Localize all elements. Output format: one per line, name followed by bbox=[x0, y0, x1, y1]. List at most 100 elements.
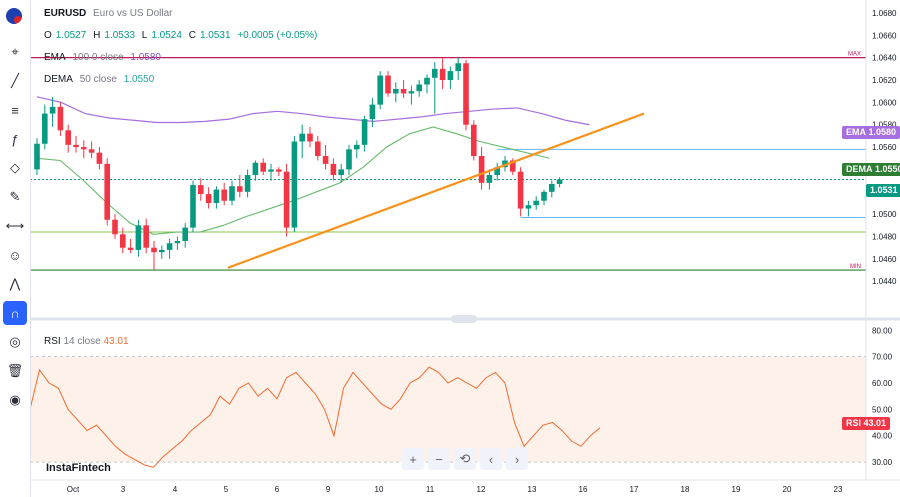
candle-body bbox=[408, 91, 415, 94]
scroll-right-button[interactable]: › bbox=[506, 448, 528, 470]
last-price-value: 1.0531 bbox=[870, 185, 898, 195]
candle-body bbox=[556, 179, 563, 184]
symbol-name[interactable]: EURUSD bbox=[44, 8, 87, 19]
time-tick-label: 9 bbox=[326, 485, 331, 494]
rsi-tag-label: RSI bbox=[846, 418, 862, 428]
candle-body bbox=[322, 156, 329, 164]
candle-body bbox=[252, 162, 259, 176]
candle-body bbox=[42, 113, 48, 144]
ema-legend[interactable]: EMA 100 0 close 1.0580 bbox=[44, 53, 321, 66]
ema-value: 1.0580 bbox=[130, 52, 161, 63]
price-tick-label: 1.0620 bbox=[872, 76, 897, 85]
candle-body bbox=[81, 147, 87, 150]
ohlc-close: 1.0531 bbox=[199, 30, 231, 41]
candle-body bbox=[299, 133, 305, 142]
crosshair-icon[interactable]: ⌖ bbox=[11, 44, 19, 59]
candle-body bbox=[135, 225, 142, 250]
ohlc-l-label: L bbox=[141, 30, 148, 41]
candle-body bbox=[471, 124, 477, 157]
candle-body bbox=[49, 106, 56, 114]
camera-icon[interactable]: ◉ bbox=[9, 392, 21, 407]
candle-body bbox=[174, 240, 181, 244]
candle-body bbox=[96, 152, 103, 164]
ruler-icon[interactable]: ⟷ bbox=[5, 218, 25, 233]
ohlc-open: 1.0527 bbox=[55, 30, 87, 41]
dema-value: 1.0550 bbox=[123, 74, 155, 85]
rsi-name: RSI bbox=[44, 336, 61, 347]
candle-body bbox=[494, 167, 500, 176]
price-tick-label: 1.0460 bbox=[872, 255, 897, 264]
chart-icon[interactable]: ⋀ bbox=[9, 276, 21, 291]
ohlc-o-label: O bbox=[44, 30, 52, 41]
pane-resize-handle[interactable] bbox=[451, 315, 477, 323]
ohlc-low: 1.0524 bbox=[151, 30, 182, 41]
candle-body bbox=[166, 243, 173, 250]
candle-body bbox=[416, 84, 422, 92]
candle-body bbox=[369, 104, 376, 120]
dema-legend[interactable]: DEMA 50 close 1.0550 bbox=[44, 75, 321, 88]
candle-body bbox=[525, 205, 532, 209]
price-tick-label: 1.0660 bbox=[872, 31, 897, 40]
trash-icon[interactable]: 🗑 bbox=[6, 363, 24, 378]
candle-body bbox=[260, 162, 266, 172]
time-tick-label: 3 bbox=[121, 485, 126, 494]
dema-price-tag: DEMA 1.0550 bbox=[842, 163, 900, 176]
candle-body bbox=[283, 171, 290, 228]
candle-body bbox=[151, 247, 157, 253]
dema-tag-value: 1.0550 bbox=[875, 164, 900, 174]
ema-name: EMA bbox=[44, 52, 66, 63]
reset-button[interactable]: ⟲ bbox=[454, 448, 476, 470]
time-tick-label: Oct bbox=[67, 485, 80, 494]
ema-price-tag: EMA 1.0580 bbox=[842, 126, 900, 139]
time-tick-label: 11 bbox=[426, 485, 435, 494]
candle-body bbox=[190, 185, 196, 228]
candle-body bbox=[221, 189, 227, 201]
candle-body bbox=[424, 77, 430, 85]
last-price-tag: 1.0531 bbox=[866, 184, 900, 197]
candle-body bbox=[127, 247, 134, 250]
zoom-in-button[interactable]: + bbox=[402, 448, 424, 470]
brand-watermark: InstaFintech bbox=[46, 462, 111, 474]
ema-params: 100 0 close bbox=[72, 52, 124, 63]
function-icon[interactable]: ƒ bbox=[11, 131, 19, 147]
candle-body bbox=[338, 169, 344, 176]
rsi-tick-label: 70.00 bbox=[872, 353, 893, 362]
candle-body bbox=[237, 186, 243, 192]
fib-icon[interactable]: ≡ bbox=[11, 102, 19, 118]
zoom-out-button[interactable]: − bbox=[428, 448, 450, 470]
time-tick-label: 4 bbox=[173, 485, 178, 494]
rsi-legend[interactable]: RSI 14 close 43.01 bbox=[44, 336, 129, 347]
min-marker-label: MIN bbox=[850, 264, 861, 270]
candle-body bbox=[120, 234, 126, 248]
emoji-icon[interactable]: ☺ bbox=[8, 247, 22, 263]
eye-icon[interactable]: ◎ bbox=[9, 334, 21, 349]
rsi-tick-label: 50.00 bbox=[872, 405, 893, 414]
candle-body bbox=[268, 169, 274, 172]
price-tick-label: 1.0560 bbox=[872, 143, 897, 152]
rsi-line bbox=[29, 366, 601, 468]
price-tick-label: 1.0440 bbox=[872, 277, 897, 286]
scroll-left-button[interactable]: ‹ bbox=[480, 448, 502, 470]
symbol-row: EURUSD Euro vs US Dollar bbox=[44, 9, 321, 22]
rsi-value-tag: RSI 43.01 bbox=[842, 417, 891, 430]
rsi-params: 14 close bbox=[63, 336, 101, 347]
ohlc-change: +0.0005 (+0.05%) bbox=[237, 30, 318, 41]
candle-body bbox=[88, 149, 95, 153]
time-tick-label: 19 bbox=[732, 485, 741, 494]
candle-body bbox=[510, 160, 516, 172]
magnet-icon[interactable]: ∩ bbox=[3, 301, 27, 325]
candle-body bbox=[517, 171, 524, 209]
candle-body bbox=[439, 68, 446, 81]
candle-body bbox=[159, 249, 165, 253]
candle-body bbox=[315, 141, 321, 157]
candle-body bbox=[549, 183, 555, 192]
candle-body bbox=[276, 169, 282, 172]
time-tick-label: 18 bbox=[681, 485, 690, 494]
candle-body bbox=[463, 63, 469, 125]
pattern-icon[interactable]: ◇ bbox=[10, 160, 20, 175]
candle-body bbox=[346, 149, 352, 170]
trendline-icon[interactable]: ╱ bbox=[11, 73, 19, 88]
brush-icon[interactable]: ✎ bbox=[9, 189, 21, 204]
symbol-description: Euro vs US Dollar bbox=[93, 8, 173, 19]
